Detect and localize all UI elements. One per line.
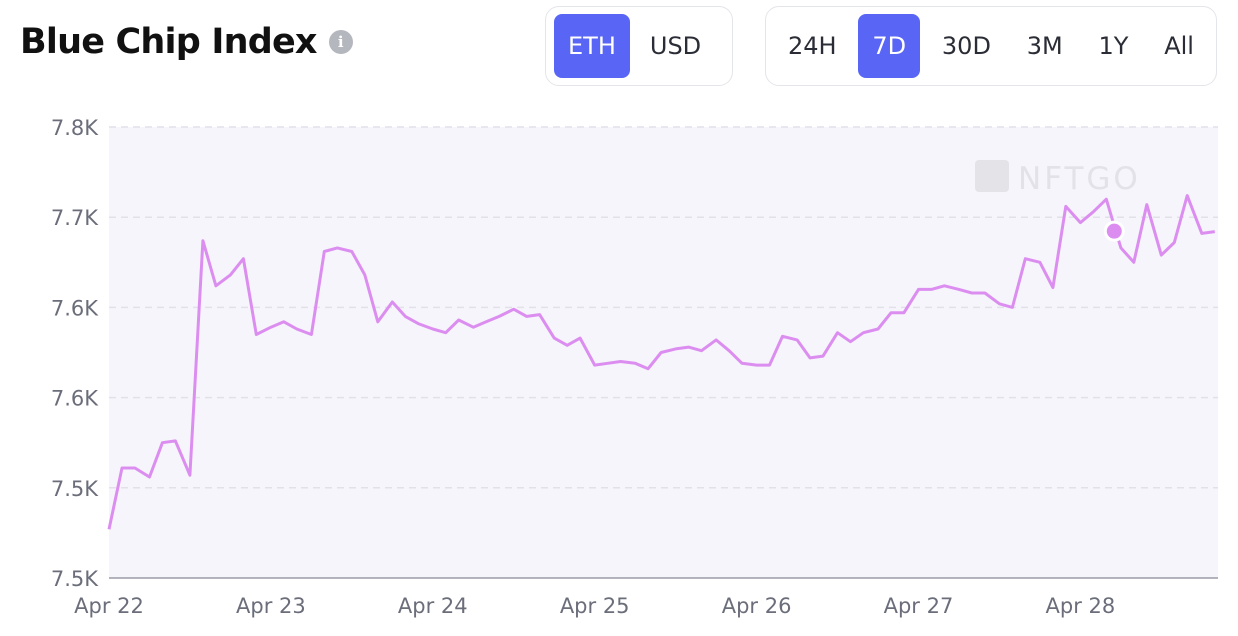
- range-3m-button[interactable]: 3M: [1013, 14, 1077, 78]
- y-tick-label: 7.6K: [51, 387, 99, 411]
- x-tick-label: Apr 26: [722, 594, 792, 618]
- series-line: [107, 194, 1216, 530]
- time-range-toggle: 24H 7D 30D 3M 1Y All: [765, 6, 1217, 86]
- watermark-text: NFTGO: [1018, 161, 1141, 197]
- currency-usd-button[interactable]: USD: [636, 14, 715, 78]
- y-tick-label: 7.5K: [51, 567, 99, 591]
- range-30d-button[interactable]: 30D: [928, 14, 1005, 78]
- page-title: Blue Chip Index: [20, 22, 317, 62]
- currency-eth-button[interactable]: ETH: [554, 14, 630, 78]
- range-24h-button[interactable]: 24H: [774, 14, 851, 78]
- nftgo-watermark: NFTGO: [975, 160, 1141, 197]
- x-tick-label: Apr 22: [74, 594, 144, 618]
- range-7d-button[interactable]: 7D: [858, 14, 921, 78]
- currency-toggle: ETH USD: [545, 6, 733, 86]
- range-all-button[interactable]: All: [1150, 14, 1208, 78]
- y-tick-label: 7.6K: [51, 296, 99, 320]
- nftgo-logo-icon: [975, 160, 1009, 192]
- x-tick-label: Apr 28: [1046, 594, 1116, 618]
- y-tick-label: 7.8K: [51, 116, 99, 140]
- x-tick-label: Apr 25: [560, 594, 630, 618]
- x-tick-label: Apr 27: [884, 594, 954, 618]
- info-icon[interactable]: i: [328, 30, 353, 54]
- y-tick-label: 7.5K: [51, 477, 99, 501]
- hover-point: [1103, 220, 1125, 242]
- header: Blue Chip Index i: [20, 22, 353, 62]
- y-tick-label: 7.7K: [51, 206, 99, 230]
- x-tick-label: Apr 24: [398, 594, 468, 618]
- x-tick-label: Apr 23: [236, 594, 306, 618]
- range-1y-button[interactable]: 1Y: [1084, 14, 1142, 78]
